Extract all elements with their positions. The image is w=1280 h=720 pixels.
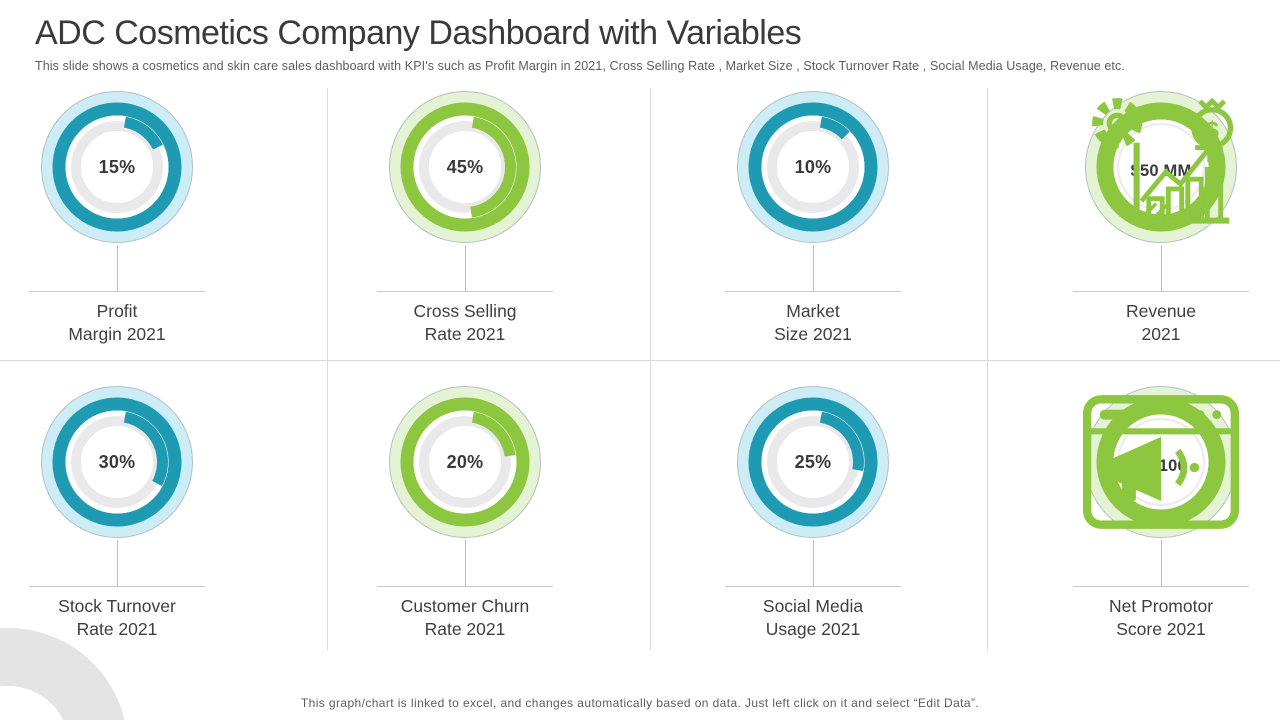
kpi-value: 45% — [446, 156, 484, 177]
donut-gauge[interactable]: 10% — [735, 89, 891, 245]
kpi-label: Social Media Usage 2021 — [762, 596, 864, 639]
kpi-value: 20% — [446, 451, 484, 472]
vertical-divider — [650, 88, 651, 650]
connector-line — [464, 245, 466, 291]
revenue-growth-icon: $ — [1092, 97, 1234, 224]
connector-tick — [29, 586, 205, 587]
donut-gauge[interactable]: 30% — [39, 384, 195, 540]
connector-line — [812, 245, 814, 291]
kpi-cross-selling-rate[interactable]: 45% Cross Selling Rate 2021 — [377, 89, 553, 346]
kpi-stock-turnover-rate[interactable]: 30% Stock Turnover Rate 2021 — [29, 384, 205, 641]
connector-tick — [1073, 586, 1249, 587]
svg-text:$: $ — [1205, 117, 1219, 144]
connector-line — [1160, 540, 1162, 586]
kpi-value: 10% — [794, 156, 832, 177]
kpi-value: 30% — [98, 451, 136, 472]
kpi-label: Stock Turnover Rate 2021 — [58, 596, 176, 639]
page-subtitle: This slide shows a cosmetics and skin ca… — [35, 59, 1125, 73]
connector-line — [1160, 245, 1162, 291]
vertical-divider — [987, 88, 988, 650]
kpi-value: 15% — [98, 156, 136, 177]
page-title: ADC Cosmetics Company Dashboard with Var… — [35, 14, 802, 52]
kpi-market-size[interactable]: 10% Market Size 2021 — [725, 89, 901, 346]
connector-tick — [725, 291, 901, 292]
kpi-label: Revenue 2021 — [1125, 301, 1197, 344]
connector-tick — [1073, 291, 1249, 292]
kpi-label: Customer Churn Rate 2021 — [400, 596, 530, 639]
donut-gauge[interactable]: 15% — [39, 89, 195, 245]
connector-line — [116, 245, 118, 291]
connector-line — [464, 540, 466, 586]
kpi-label: Profit Margin 2021 — [68, 301, 166, 344]
kpi-profit-margin[interactable]: 15% Profit Margin 2021 — [29, 89, 205, 346]
donut-gauge[interactable]: $ $50 MM — [1083, 89, 1239, 245]
kpi-label: Market Size 2021 — [774, 301, 852, 344]
kpi-customer-churn-rate[interactable]: 20% Customer Churn Rate 2021 — [377, 384, 553, 641]
kpi-net-promotor-score[interactable]: 55/100 Net Promotor Score 2021 — [1073, 384, 1249, 641]
connector-line — [812, 540, 814, 586]
header: ADC Cosmetics Company Dashboard with Var… — [35, 14, 1125, 73]
connector-tick — [29, 291, 205, 292]
megaphone-browser-icon — [1083, 395, 1239, 529]
donut-gauge[interactable]: 20% — [387, 384, 543, 540]
connector-tick — [377, 586, 553, 587]
kpi-value: $50 MM — [1130, 161, 1192, 180]
vertical-divider — [327, 88, 328, 650]
connector-line — [116, 540, 118, 586]
donut-gauge[interactable]: 45% — [387, 89, 543, 245]
kpi-label: Net Promotor Score 2021 — [1108, 596, 1214, 639]
footer-note: This graph/chart is linked to excel, and… — [300, 696, 980, 710]
horizontal-divider — [0, 360, 1280, 361]
donut-gauge[interactable]: 55/100 — [1083, 384, 1239, 540]
connector-tick — [377, 291, 553, 292]
connector-tick — [725, 586, 901, 587]
donut-gauge[interactable]: 25% — [735, 384, 891, 540]
kpi-social-media-usage[interactable]: 25% Social Media Usage 2021 — [725, 384, 901, 641]
kpi-label: Cross Selling Rate 2021 — [413, 301, 517, 344]
kpi-value: 25% — [794, 451, 832, 472]
kpi-revenue[interactable]: $ $50 MM Revenue 2021 — [1073, 89, 1249, 346]
